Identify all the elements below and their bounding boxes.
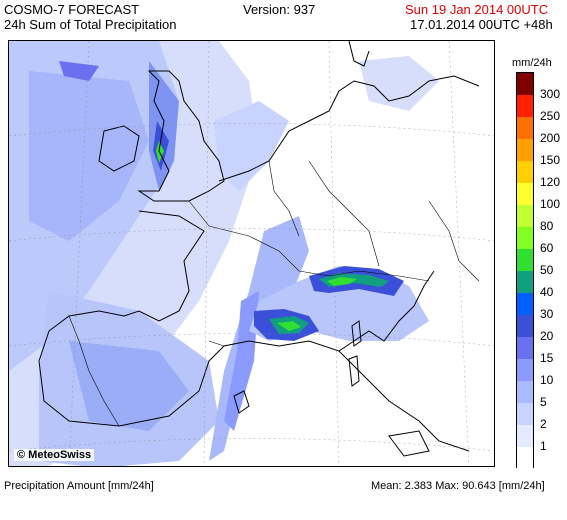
legend-tick-label: 50 <box>540 263 554 277</box>
precipitation-field <box>9 41 494 466</box>
copyright-label: © MeteoSwiss <box>14 449 95 461</box>
legend-swatch <box>517 139 533 161</box>
legend-tick-label: 100 <box>540 197 561 211</box>
legend-tick-label: 120 <box>540 175 561 189</box>
legend-tick-label: 15 <box>540 351 554 365</box>
legend-swatch <box>517 249 533 271</box>
run-info: 17.01.2014 00UTC +48h <box>410 17 553 32</box>
legend-swatch <box>517 227 533 249</box>
precipitation-map: © MeteoSwiss <box>8 40 495 467</box>
legend-swatch <box>517 337 533 359</box>
legend-swatch <box>517 95 533 117</box>
product-title: COSMO-7 FORECAST <box>4 2 140 17</box>
version-label: Version: 937 <box>243 2 316 17</box>
legend-tick-label: 5 <box>540 395 547 409</box>
chart-subtitle: 24h Sum of Total Precipitation <box>4 17 177 32</box>
legend-tick-label: 1 <box>540 439 547 453</box>
legend-swatch <box>517 205 533 227</box>
legend-swatch <box>517 381 533 403</box>
legend-tick-label: 300 <box>540 87 561 101</box>
footer-variable: Precipitation Amount [mm/24h] <box>4 480 154 492</box>
legend-swatch <box>517 117 533 139</box>
map-canvas <box>9 41 494 466</box>
legend-swatch <box>517 403 533 425</box>
valid-time: Sun 19 Jan 2014 00UTC <box>405 2 549 17</box>
legend-tick-label: 10 <box>540 373 554 387</box>
legend-swatch <box>517 183 533 205</box>
legend-swatch <box>517 359 533 381</box>
legend-swatch <box>517 73 533 95</box>
legend-swatch <box>517 447 533 469</box>
legend-tick-label: 200 <box>540 131 561 145</box>
legend-tick-label: 30 <box>540 307 554 321</box>
legend-tick-label: 20 <box>540 329 554 343</box>
legend-swatch <box>517 271 533 293</box>
legend-tick-label: 40 <box>540 285 554 299</box>
color-legend <box>516 72 534 469</box>
legend-tick-label: 150 <box>540 153 561 167</box>
legend-tick-label: 60 <box>540 241 554 255</box>
legend-swatch <box>517 425 533 447</box>
legend-swatch <box>517 161 533 183</box>
legend-swatch <box>517 293 533 315</box>
legend-tick-label: 250 <box>540 109 561 123</box>
graticule <box>9 41 494 466</box>
legend-tick-label: 2 <box>540 417 547 431</box>
legend-tick-label: 80 <box>540 219 554 233</box>
footer-stats: Mean: 2.383 Max: 90.643 [mm/24h] <box>371 480 545 492</box>
legend-swatch <box>517 315 533 337</box>
legend-unit: mm/24h <box>512 57 552 69</box>
borders <box>68 160 480 427</box>
